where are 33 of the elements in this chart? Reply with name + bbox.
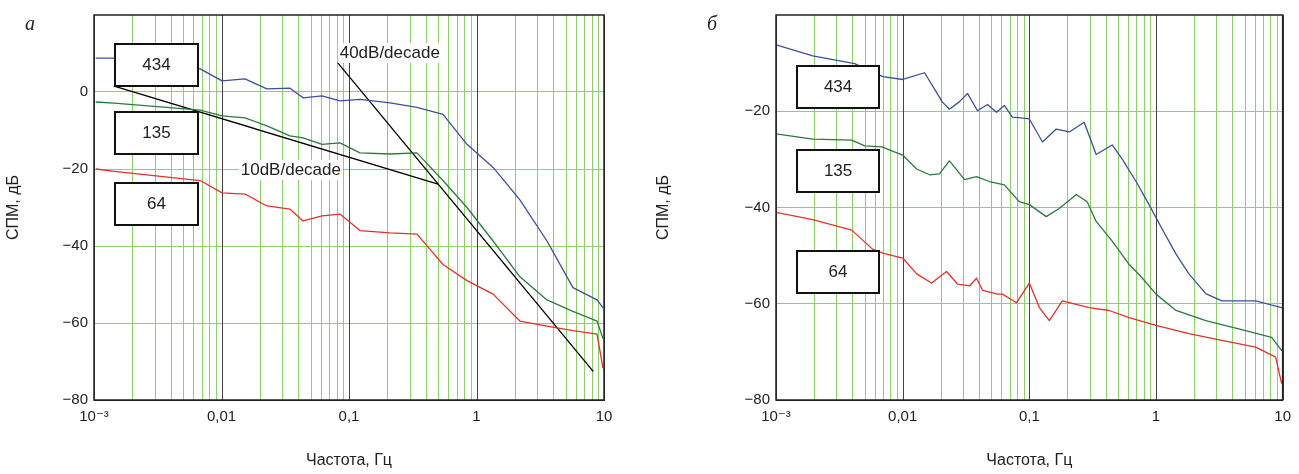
x-tick-label: 0,01	[206, 407, 237, 425]
y-tick-label: 0	[79, 82, 88, 100]
y-tick-label: −20	[744, 101, 770, 119]
x-axis-title: Частота, Гц	[305, 450, 393, 468]
x-tick-label: 10	[1274, 407, 1291, 425]
chart-title: а	[25, 12, 35, 35]
x-tick-label: 1	[472, 407, 481, 425]
y-axis-title: СПМ, дБ	[654, 174, 672, 241]
annotation: 10dB/decade	[238, 159, 343, 180]
x-tick-label: 0,1	[1018, 407, 1040, 425]
y-tick-label: −80	[744, 390, 770, 408]
y-axis-title: СПМ, дБ	[4, 174, 22, 241]
x-axis-title: Частота, Гц	[986, 450, 1073, 468]
x-tick-label: 10⁻³	[79, 407, 109, 425]
y-tick-label: −80	[62, 390, 88, 408]
series-label: 64	[828, 262, 848, 283]
y-tick-label: −20	[62, 159, 88, 177]
x-tick-label: 1	[1151, 407, 1161, 425]
y-tick-label: −40	[744, 197, 770, 215]
annotation: 40dB/decade	[337, 42, 442, 63]
x-tick-label: 10⁻³	[761, 407, 791, 425]
x-tick-label: 0,01	[888, 407, 918, 425]
chart-title: б	[707, 12, 718, 35]
y-tick-label: −60	[744, 293, 770, 311]
x-tick-label: 10	[595, 407, 613, 425]
series-label: 434	[142, 55, 171, 76]
y-tick-label: −60	[62, 313, 88, 331]
series-label: 135	[823, 160, 853, 181]
series-label: 434	[823, 77, 853, 98]
y-tick-label: −40	[62, 236, 88, 254]
series-label: 64	[147, 193, 166, 214]
x-tick-label: 0,1	[338, 407, 360, 425]
series-label: 135	[142, 123, 171, 144]
